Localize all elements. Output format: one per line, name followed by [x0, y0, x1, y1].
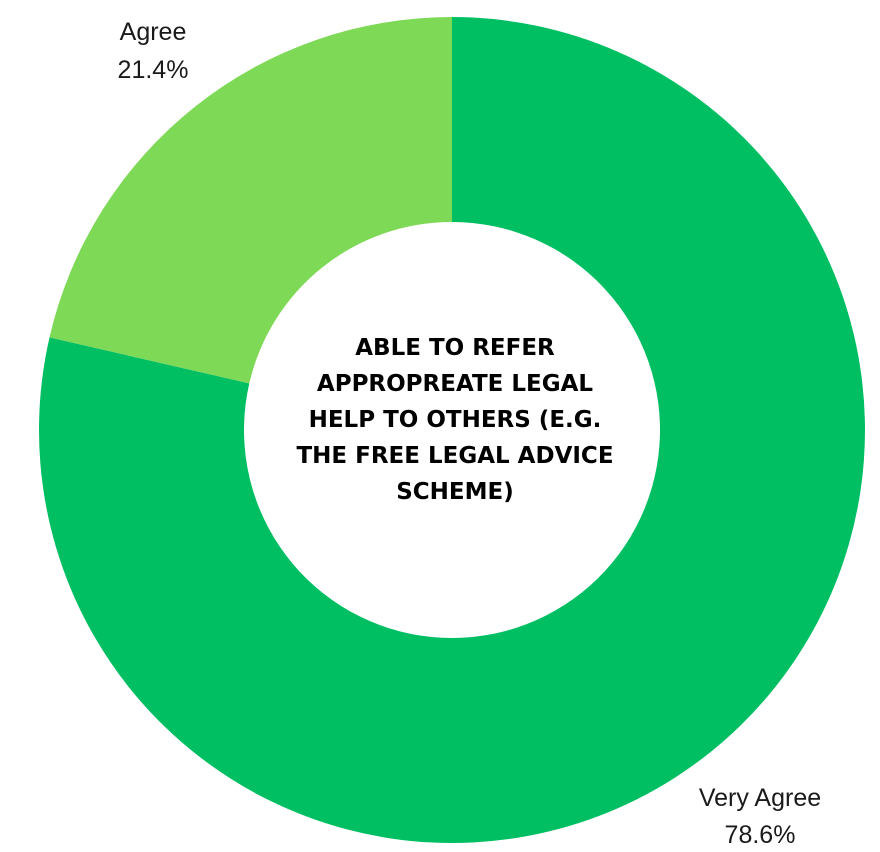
slice-value-label: 21.4%: [118, 56, 189, 84]
slice-agree: [49, 17, 453, 384]
chart-title: ABLE TO REFER APPROPREATE LEGAL HELP TO …: [296, 335, 614, 505]
slices-layer: [38, 17, 865, 844]
slice-name-label: Agree: [120, 18, 187, 46]
slice-very-agree: [38, 17, 865, 844]
slice-value-label: 78.6%: [725, 821, 796, 849]
slice-name-label: Very Agree: [699, 784, 821, 812]
labels-layer: Very Agree 78.6% Agree 21.4%: [118, 18, 822, 849]
